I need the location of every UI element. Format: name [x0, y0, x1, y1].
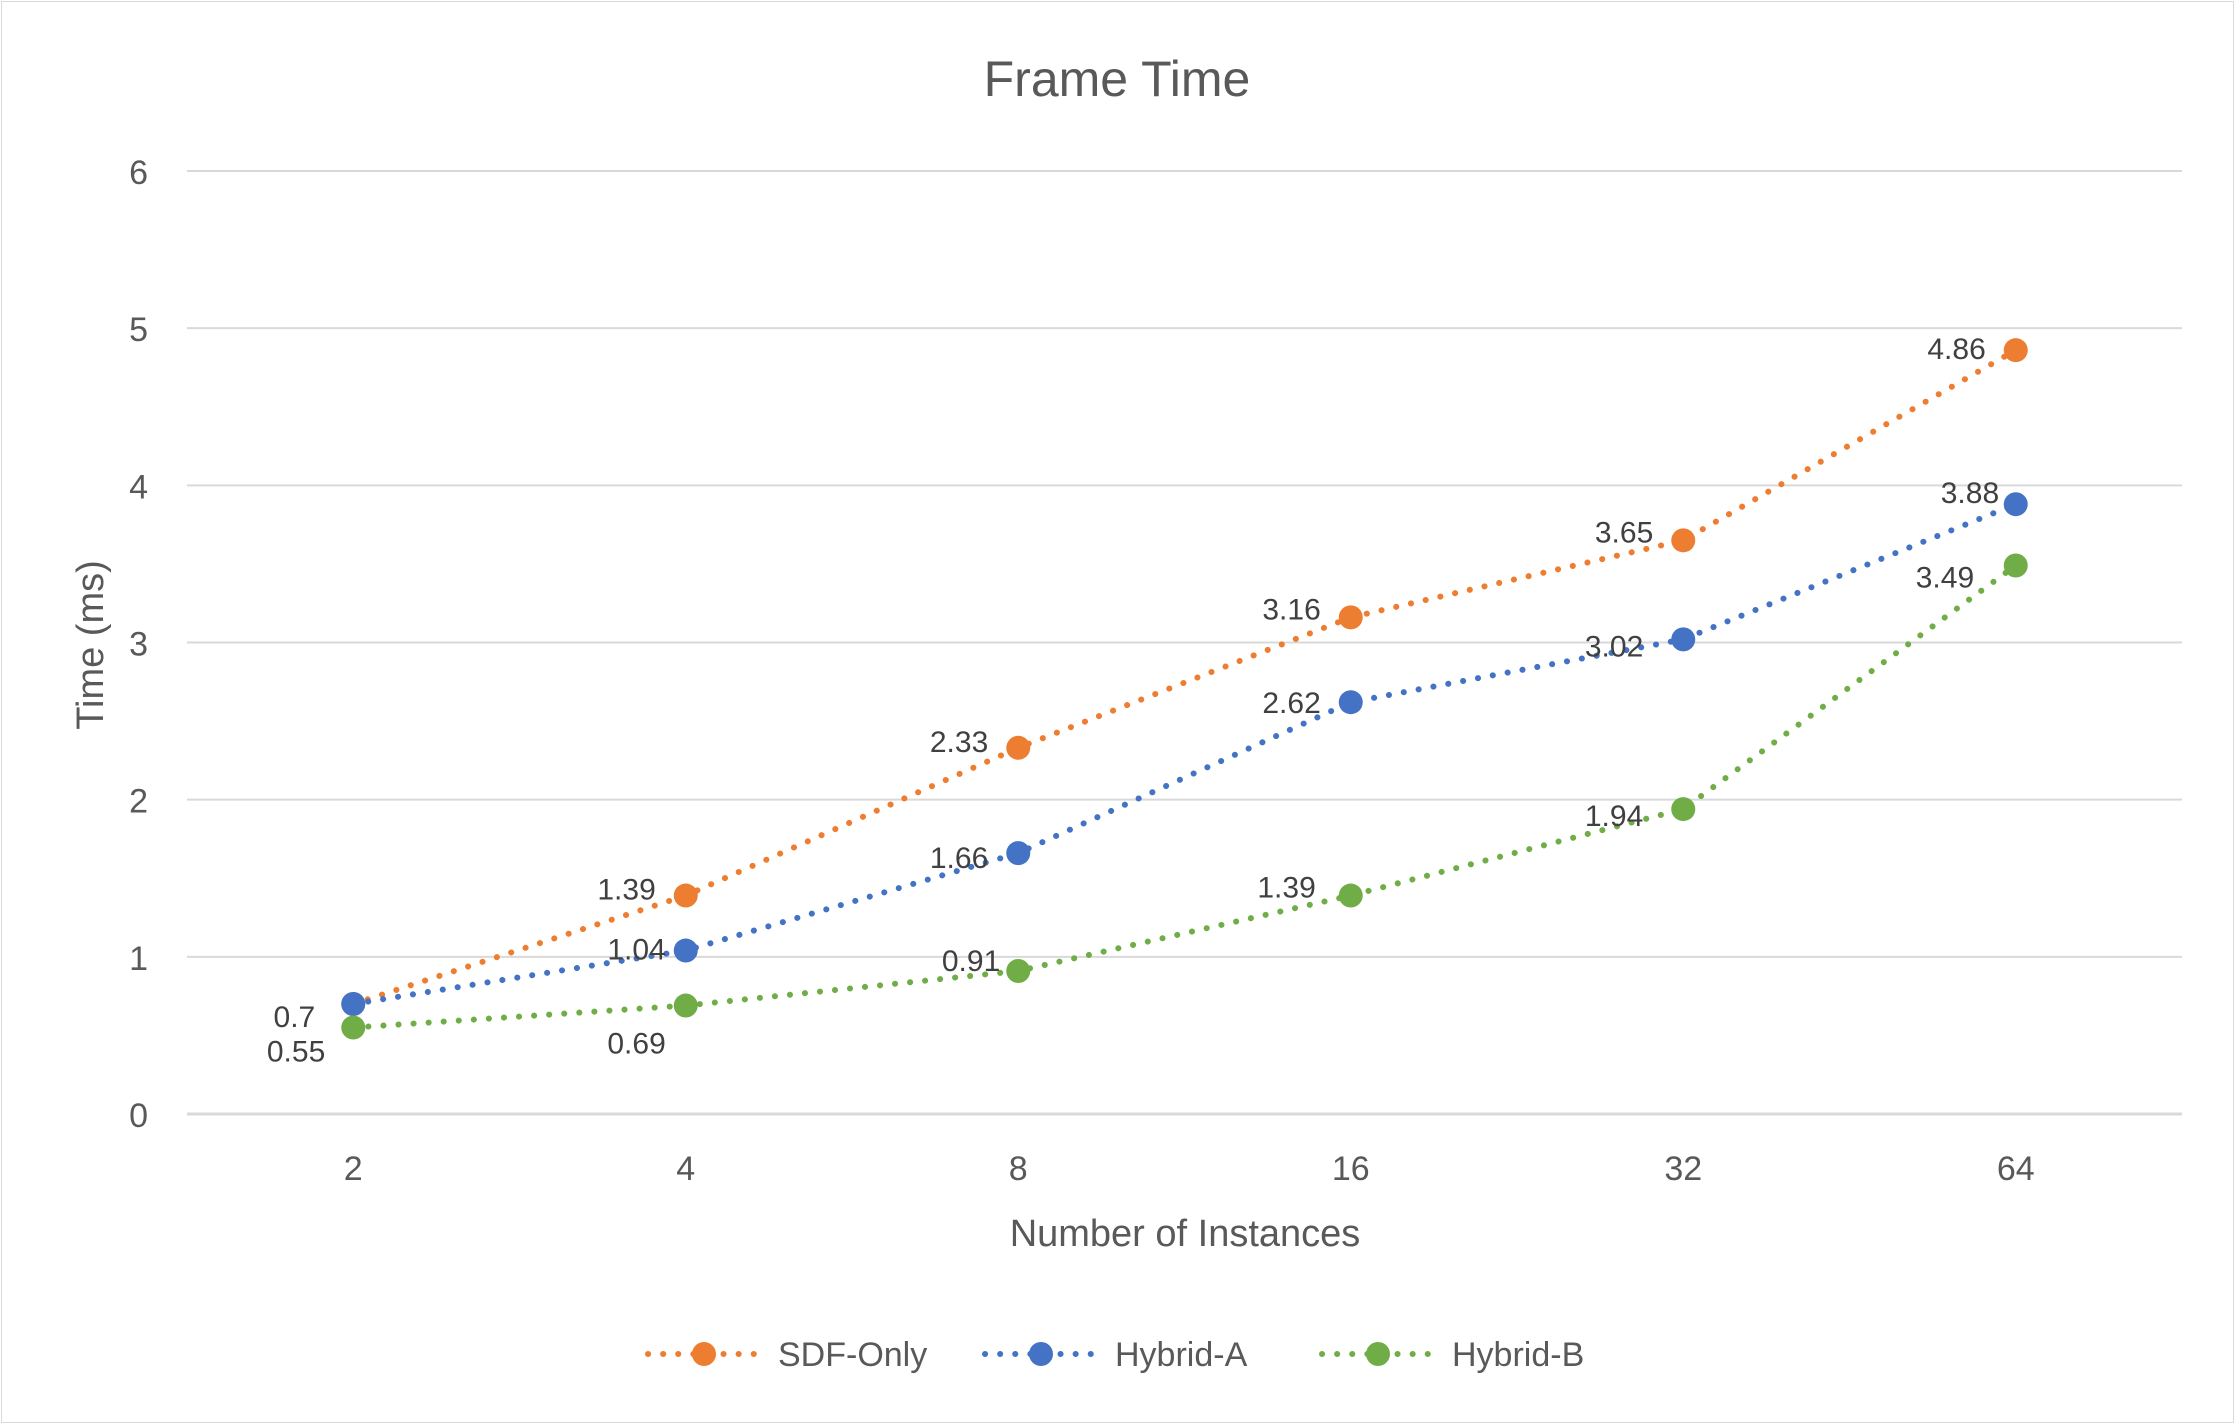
legend-marker-hybrid-a — [1029, 1342, 1053, 1366]
data-label: 1.66 — [930, 842, 988, 875]
legend: SDF-Only Hybrid-A Hybrid-B — [645, 1336, 1584, 1374]
data-point-sdf-only — [1338, 605, 1363, 630]
data-label: 0.55 — [267, 1036, 325, 1069]
chart-title: Frame Time — [984, 51, 1251, 107]
data-label: 0.69 — [607, 1028, 665, 1061]
data-labels: 1.39 2.33 3.16 3.65 4.86 0.7 1.04 1.66 2.62 3.02 3… — [267, 333, 1999, 1068]
data-point-hybrid-a — [2003, 492, 2028, 517]
data-point-hybrid-a — [1006, 841, 1031, 866]
data-label: 2.33 — [930, 726, 988, 759]
data-point-hybrid-b — [673, 993, 698, 1018]
data-label: 0.7 — [274, 1001, 316, 1034]
legend-label-hybrid-a: Hybrid-A — [1115, 1336, 1248, 1374]
data-label: 1.39 — [597, 874, 655, 907]
data-label: 3.16 — [1262, 593, 1320, 626]
data-label: 1.39 — [1257, 872, 1315, 905]
data-label: 2.62 — [1262, 687, 1320, 720]
series-line-hybrid-b — [350, 562, 2019, 1031]
data-point-hybrid-b — [1338, 883, 1363, 908]
y-axis-ticks: 0 1 2 3 4 5 6 — [129, 154, 148, 1135]
legend-marker-hybrid-b — [1366, 1342, 1390, 1366]
x-tick-label: 8 — [1009, 1150, 1028, 1188]
data-point-sdf-only — [1671, 528, 1696, 553]
y-tick-label: 6 — [129, 154, 148, 192]
data-point-hybrid-b — [1006, 958, 1031, 983]
x-tick-label: 32 — [1664, 1150, 1702, 1188]
data-label: 3.49 — [1916, 561, 1974, 594]
gridlines — [187, 170, 2182, 1116]
y-axis-title: Time (ms) — [70, 560, 112, 730]
data-point-sdf-only — [1006, 735, 1031, 760]
legend-label-sdf-only: SDF-Only — [778, 1336, 927, 1374]
y-tick-label: 2 — [129, 783, 148, 821]
data-point-hybrid-a — [1671, 627, 1696, 652]
data-point-sdf-only — [2003, 338, 2028, 363]
data-point-hybrid-b — [2003, 553, 2028, 578]
legend-label-hybrid-b: Hybrid-B — [1452, 1336, 1584, 1374]
data-point-hybrid-b — [1671, 797, 1696, 822]
data-point-hybrid-b — [341, 1015, 366, 1040]
x-tick-label: 2 — [344, 1150, 363, 1188]
data-point-hybrid-a — [673, 938, 698, 963]
x-axis-ticks: 2 4 8 16 32 64 — [344, 1150, 2035, 1188]
data-label: 1.94 — [1585, 800, 1643, 833]
data-label: 3.88 — [1941, 477, 1999, 510]
series-line-hybrid-a — [350, 501, 2019, 1007]
data-point-hybrid-a — [341, 991, 366, 1016]
y-tick-label: 1 — [129, 940, 148, 978]
data-point-sdf-only — [673, 883, 698, 908]
y-tick-label: 4 — [129, 468, 148, 506]
data-label: 1.04 — [607, 934, 665, 967]
data-label: 3.02 — [1585, 630, 1643, 663]
x-tick-label: 16 — [1332, 1150, 1370, 1188]
y-tick-label: 3 — [129, 626, 148, 664]
x-tick-label: 64 — [1997, 1150, 2035, 1188]
data-label: 4.86 — [1927, 333, 1985, 366]
series-line-sdf-only — [350, 347, 2019, 1007]
data-point-hybrid-a — [1338, 690, 1363, 715]
data-label: 0.91 — [942, 945, 1000, 978]
legend-marker-sdf-only — [692, 1342, 716, 1366]
y-tick-label: 0 — [129, 1097, 148, 1135]
x-tick-label: 4 — [676, 1150, 695, 1188]
y-tick-label: 5 — [129, 311, 148, 349]
data-label: 3.65 — [1595, 516, 1653, 549]
x-axis-title: Number of Instances — [1010, 1213, 1361, 1255]
series-group — [341, 338, 2028, 1040]
